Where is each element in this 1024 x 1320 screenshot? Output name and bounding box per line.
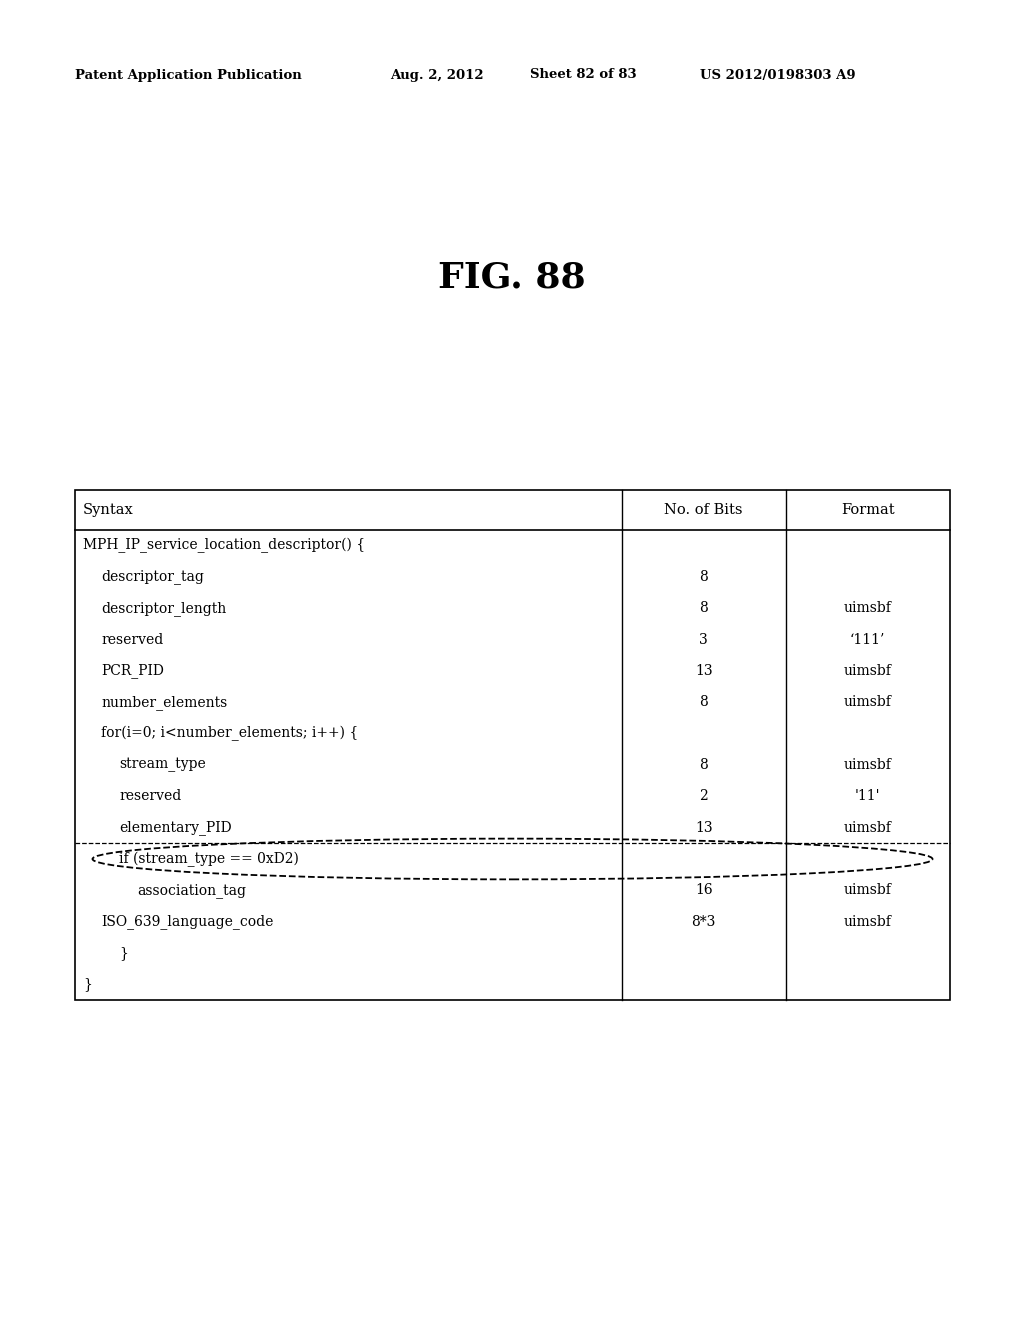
Text: 8*3: 8*3 <box>691 915 716 929</box>
Text: association_tag: association_tag <box>137 883 246 898</box>
Text: uimsbf: uimsbf <box>844 758 892 772</box>
Text: PCR_PID: PCR_PID <box>101 664 164 678</box>
Text: Sheet 82 of 83: Sheet 82 of 83 <box>530 69 637 82</box>
Text: descriptor_length: descriptor_length <box>101 601 226 615</box>
Text: stream_type: stream_type <box>119 758 206 772</box>
Text: }: } <box>83 977 92 991</box>
Text: Format: Format <box>841 503 895 517</box>
Text: Patent Application Publication: Patent Application Publication <box>75 69 302 82</box>
Text: uimsbf: uimsbf <box>844 883 892 898</box>
Text: 2: 2 <box>699 789 708 804</box>
Text: number_elements: number_elements <box>101 694 227 710</box>
Text: 3: 3 <box>699 632 708 647</box>
Text: elementary_PID: elementary_PID <box>119 820 231 836</box>
Text: uimsbf: uimsbf <box>844 664 892 678</box>
Text: uimsbf: uimsbf <box>844 602 892 615</box>
Text: ISO_639_language_code: ISO_639_language_code <box>101 915 273 929</box>
Text: 16: 16 <box>695 883 713 898</box>
Text: MPH_IP_service_location_descriptor() {: MPH_IP_service_location_descriptor() { <box>83 539 366 553</box>
Text: reserved: reserved <box>101 632 163 647</box>
Text: US 2012/0198303 A9: US 2012/0198303 A9 <box>700 69 856 82</box>
Text: No. of Bits: No. of Bits <box>665 503 743 517</box>
Text: if (stream_type == 0xD2): if (stream_type == 0xD2) <box>119 851 299 867</box>
Text: ‘111’: ‘111’ <box>850 632 886 647</box>
Text: 13: 13 <box>695 664 713 678</box>
Text: 8: 8 <box>699 758 708 772</box>
Text: 8: 8 <box>699 570 708 583</box>
Text: }: } <box>119 946 128 960</box>
Text: uimsbf: uimsbf <box>844 915 892 929</box>
Text: uimsbf: uimsbf <box>844 696 892 709</box>
Text: for(i=0; i<number_elements; i++) {: for(i=0; i<number_elements; i++) { <box>101 726 358 742</box>
Text: 13: 13 <box>695 821 713 834</box>
Text: descriptor_tag: descriptor_tag <box>101 569 204 585</box>
Bar <box>75 490 950 1001</box>
Text: FIG. 88: FIG. 88 <box>438 261 586 294</box>
Text: 8: 8 <box>699 602 708 615</box>
Text: 8: 8 <box>699 696 708 709</box>
Text: Aug. 2, 2012: Aug. 2, 2012 <box>390 69 483 82</box>
Text: reserved: reserved <box>119 789 181 804</box>
Text: '11': '11' <box>855 789 881 804</box>
Text: Syntax: Syntax <box>83 503 134 517</box>
Text: uimsbf: uimsbf <box>844 821 892 834</box>
